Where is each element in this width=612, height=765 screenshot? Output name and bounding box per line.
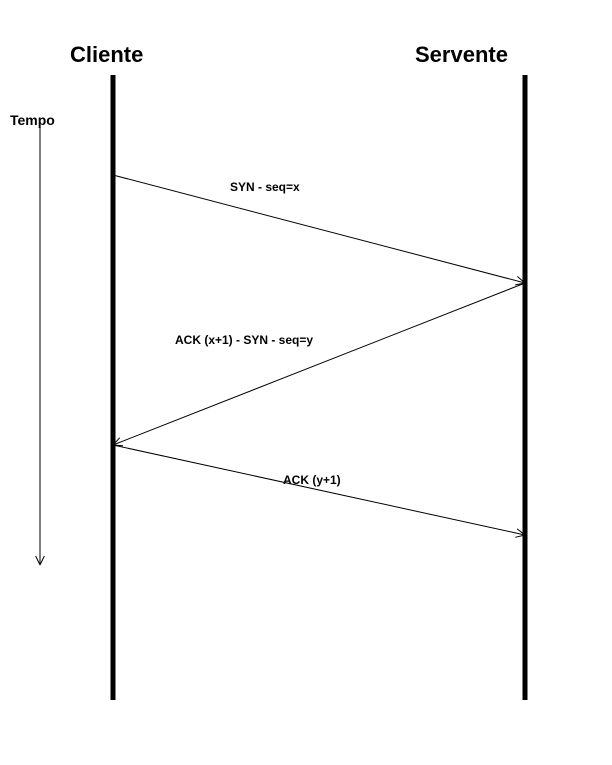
sequence-diagram-svg — [0, 0, 612, 765]
